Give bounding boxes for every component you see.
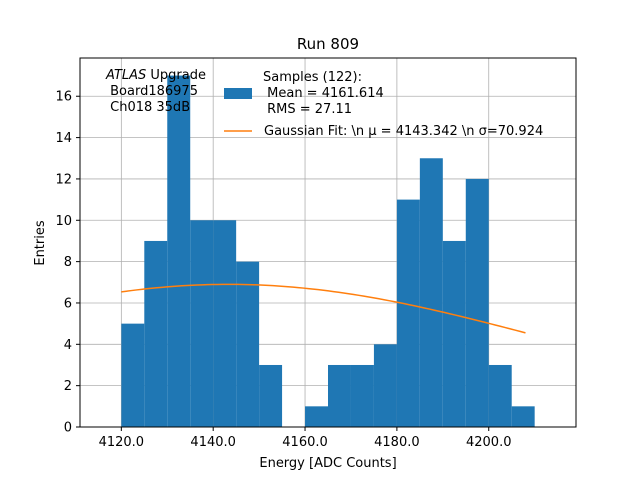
y-tick-label: 12: [55, 172, 72, 187]
y-tick-label: 8: [64, 255, 72, 270]
histogram-bar: [350, 364, 374, 427]
gaussian-fit-layer: [121, 283, 526, 334]
legend-hist-line-2: Mean = 4161.614: [263, 86, 384, 101]
legend-hist-swatch: [224, 88, 252, 99]
atlas-label: ATLAS: [105, 68, 146, 83]
y-tick-label: 6: [64, 296, 72, 311]
histogram-bar: [396, 199, 420, 427]
atlas-annotation: ATLAS Upgrade Board186975 Ch018 35dB: [105, 68, 206, 115]
upgrade-label: Upgrade: [146, 68, 206, 83]
legend-hist-line-1: Samples (122):: [263, 70, 362, 85]
y-tick-label: 16: [55, 90, 72, 105]
histogram-bar: [442, 240, 466, 427]
y-axis-label: Entries: [33, 220, 48, 266]
y-tick-label: 0: [64, 421, 72, 436]
x-tick-label: 4140.0: [190, 435, 236, 450]
legend-fit-label: Gaussian Fit: \n μ = 4143.342 \n σ=70.92…: [264, 124, 543, 139]
histogram-bar: [144, 240, 168, 427]
histogram-bar: [213, 220, 237, 427]
gaussian-fit-line: [121, 283, 526, 334]
x-axis-label: Energy [ADC Counts]: [259, 456, 396, 471]
x-tick-label: 4160.0: [282, 435, 328, 450]
histogram-bar: [373, 344, 397, 427]
chart-title: Run 809: [297, 35, 359, 53]
histogram-bar: [488, 364, 512, 427]
board-label: Board186975: [106, 84, 198, 99]
histogram-bar: [121, 323, 145, 427]
x-tick-label: 4200.0: [466, 435, 512, 450]
y-tick-label: 10: [55, 214, 72, 229]
histogram-bar: [511, 406, 535, 427]
histogram-bar: [167, 75, 191, 428]
legend: Samples (122): Mean = 4161.614 RMS = 27.…: [224, 70, 543, 139]
histogram-bar: [259, 364, 283, 427]
histogram-bar: [465, 178, 489, 427]
y-tick-label: 14: [55, 131, 72, 146]
histogram-bar: [419, 158, 443, 427]
y-tick-label: 4: [64, 338, 72, 353]
histogram-bar: [190, 220, 214, 427]
histogram-bar: [236, 261, 260, 427]
x-tick-label: 4120.0: [99, 435, 145, 450]
atlas-label-line: ATLAS Upgrade: [105, 68, 206, 83]
y-tick-label: 2: [64, 379, 72, 394]
channel-label: Ch018 35dB: [106, 100, 190, 115]
histogram-bar: [328, 364, 351, 427]
axis-ticks: 4120.0 4140.0 4160.0 4180.0 4200.0 0 2 4 6 8 10 12 1…: [55, 90, 511, 450]
x-tick-label: 4180.0: [374, 435, 420, 450]
legend-hist-line-3: RMS = 27.11: [263, 102, 352, 117]
axes-frame: [79, 57, 577, 428]
histogram-bars: [121, 75, 535, 428]
histogram-bar: [305, 406, 328, 427]
